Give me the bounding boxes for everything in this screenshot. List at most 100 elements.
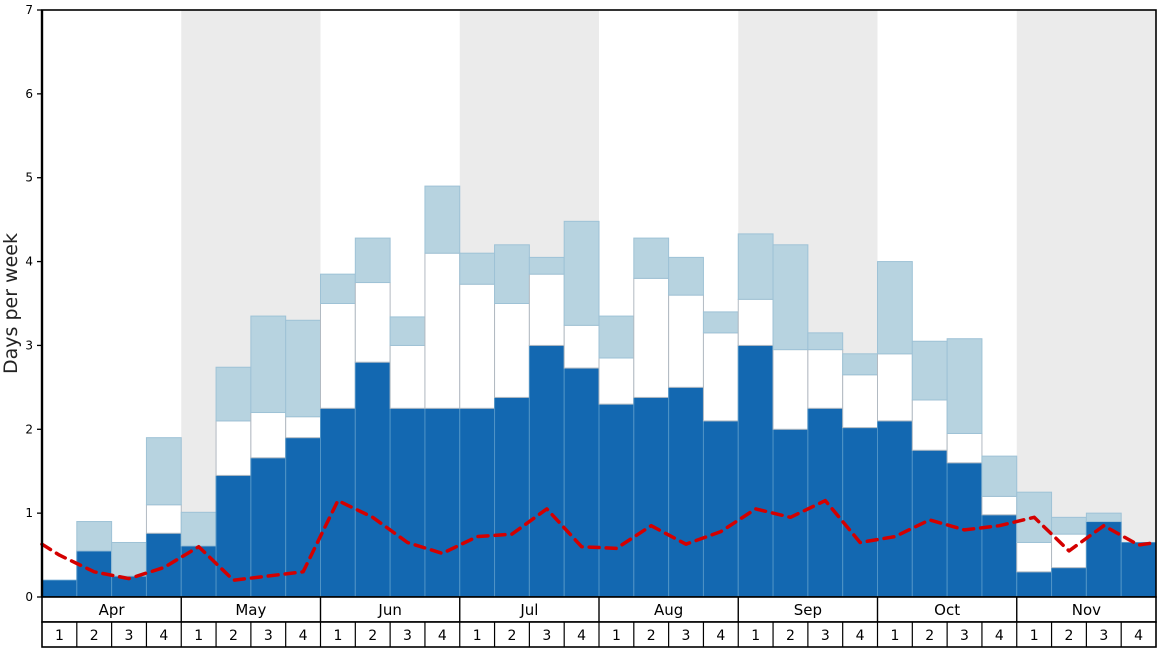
week-number: 2 bbox=[508, 628, 517, 644]
bar-segment-dark-blue bbox=[633, 396, 670, 598]
week-number: 4 bbox=[577, 628, 586, 644]
week-number: 1 bbox=[1030, 628, 1039, 644]
bar-segment-dark-blue bbox=[424, 407, 461, 598]
bar-segment-white bbox=[354, 282, 391, 363]
bar-segment-light-blue bbox=[1051, 516, 1087, 535]
bar-segment-light-blue bbox=[180, 511, 217, 547]
week-number: 2 bbox=[647, 628, 656, 644]
bar-segment-dark-blue bbox=[41, 579, 78, 598]
week-number: 3 bbox=[403, 628, 412, 644]
bar-segment-light-blue bbox=[911, 340, 948, 401]
y-tick-label: 3 bbox=[25, 338, 33, 352]
bar-segment-white bbox=[459, 283, 496, 409]
week-number: 2 bbox=[1065, 628, 1074, 644]
week-number: 3 bbox=[960, 628, 969, 644]
week-number: 3 bbox=[264, 628, 273, 644]
bar-segment-light-blue bbox=[598, 315, 635, 359]
bar-segment-light-blue bbox=[946, 338, 983, 434]
month-label-may: May bbox=[235, 601, 266, 619]
bar-segment-dark-blue bbox=[494, 396, 530, 598]
bar-segment-light-blue bbox=[250, 315, 287, 414]
y-axis-title: Days per week bbox=[0, 233, 22, 374]
week-number: 3 bbox=[125, 628, 134, 644]
week-number: 4 bbox=[716, 628, 725, 644]
month-label-oct: Oct bbox=[934, 601, 960, 619]
bar-segment-light-blue bbox=[424, 185, 461, 254]
bar-segment-dark-blue bbox=[354, 361, 391, 598]
bar-segment-white bbox=[1016, 541, 1053, 573]
bar-segment-white bbox=[320, 303, 356, 409]
week-number: 4 bbox=[995, 628, 1004, 644]
bar-segment-light-blue bbox=[737, 233, 774, 300]
bar-segment-white bbox=[668, 294, 704, 388]
bar-segment-white bbox=[215, 420, 252, 476]
month-label-sep: Sep bbox=[794, 601, 822, 619]
week-number: 1 bbox=[55, 628, 64, 644]
bar-segment-white bbox=[145, 504, 182, 534]
bar-segment-light-blue bbox=[702, 311, 739, 334]
y-tick-label: 5 bbox=[25, 171, 33, 185]
bar-segment-dark-blue bbox=[598, 403, 635, 598]
y-tick-label: 4 bbox=[25, 255, 33, 269]
month-label-jun: Jun bbox=[377, 601, 401, 619]
week-number: 3 bbox=[1099, 628, 1108, 644]
month-label-jul: Jul bbox=[519, 601, 538, 619]
week-number: 2 bbox=[90, 628, 99, 644]
y-tick-label: 7 bbox=[25, 3, 33, 17]
y-tick-label: 0 bbox=[25, 590, 33, 604]
bar-segment-dark-blue bbox=[528, 344, 565, 598]
week-number: 4 bbox=[438, 628, 447, 644]
week-number: 2 bbox=[368, 628, 377, 644]
bar-segment-white bbox=[772, 349, 809, 430]
bar-segment-white bbox=[633, 277, 670, 398]
bar-segment-dark-blue bbox=[877, 420, 913, 598]
week-number: 2 bbox=[925, 628, 934, 644]
bar-segment-white bbox=[250, 412, 287, 459]
week-number: 2 bbox=[786, 628, 795, 644]
bar-segment-white bbox=[702, 332, 739, 422]
week-number: 4 bbox=[856, 628, 865, 644]
bar-segment-light-blue bbox=[563, 220, 600, 326]
bar-segment-dark-blue bbox=[1051, 567, 1087, 598]
week-number: 4 bbox=[159, 628, 168, 644]
bar-segment-light-blue bbox=[76, 521, 113, 552]
bar-segment-light-blue bbox=[215, 366, 252, 422]
bar-segment-white bbox=[911, 399, 948, 451]
bar-segment-light-blue bbox=[285, 319, 322, 418]
bar-segment-light-blue bbox=[807, 332, 844, 351]
bar-segment-white bbox=[946, 432, 983, 464]
bar-segment-light-blue bbox=[494, 244, 530, 305]
bar-segment-light-blue bbox=[772, 244, 809, 351]
bar-segment-light-blue bbox=[668, 256, 704, 296]
bar-segment-white bbox=[494, 303, 530, 398]
month-label-aug: Aug bbox=[654, 601, 683, 619]
bar-segment-dark-blue bbox=[145, 532, 182, 598]
month-label-apr: Apr bbox=[99, 601, 126, 619]
bar-segment-dark-blue bbox=[459, 407, 496, 598]
bar-segment-white bbox=[285, 416, 322, 439]
week-number: 3 bbox=[821, 628, 830, 644]
week-number: 3 bbox=[682, 628, 691, 644]
week-number: 3 bbox=[542, 628, 551, 644]
red-dashed-line bbox=[40, 498, 1158, 582]
bar-segment-white bbox=[807, 349, 844, 409]
bar-segment-dark-blue bbox=[250, 457, 287, 598]
bar-segment-white bbox=[424, 252, 461, 409]
week-number: 1 bbox=[751, 628, 760, 644]
bar-segment-white bbox=[842, 374, 879, 429]
week-number: 1 bbox=[473, 628, 482, 644]
bar-segment-light-blue bbox=[877, 261, 913, 355]
week-number: 1 bbox=[333, 628, 342, 644]
bar-segment-dark-blue bbox=[215, 474, 252, 598]
bar-segment-light-blue bbox=[320, 273, 356, 304]
week-number: 1 bbox=[612, 628, 621, 644]
bar-segment-dark-blue bbox=[1120, 541, 1157, 598]
bar-segment-light-blue bbox=[842, 353, 879, 376]
bar-segment-dark-blue bbox=[842, 427, 879, 598]
bar-segment-dark-blue bbox=[737, 344, 774, 598]
bar-segment-dark-blue bbox=[563, 367, 600, 598]
bar-segment-dark-blue bbox=[702, 420, 739, 598]
y-tick-label: 6 bbox=[25, 87, 33, 101]
